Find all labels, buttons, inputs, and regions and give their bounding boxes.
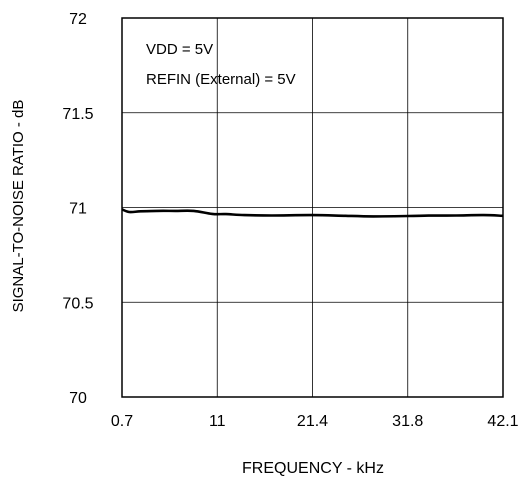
x-axis-title: FREQUENCY - kHz xyxy=(242,460,384,477)
y-tick-label: 70.5 xyxy=(62,295,93,312)
y-axis-title: SIGNAL-TO-NOISE RATIO - dB xyxy=(10,100,27,313)
x-tick-label: 0.7 xyxy=(111,413,133,430)
snr-series-line xyxy=(121,208,504,218)
x-tick-label: 31.8 xyxy=(392,413,423,430)
x-tick-label: 42.1 xyxy=(487,413,518,430)
y-tick-label: 72 xyxy=(69,11,87,28)
plot-frame xyxy=(121,17,504,398)
series-layer xyxy=(121,208,504,218)
grid xyxy=(122,18,503,397)
y-tick-label: 70 xyxy=(69,390,87,407)
annotation-refin: REFIN (External) = 5V xyxy=(146,71,296,88)
y-tick-label: 71.5 xyxy=(62,106,93,123)
y-tick-label: 71 xyxy=(69,201,87,218)
x-tick-label: 21.4 xyxy=(297,413,328,430)
y-tick-labels: 72 71.5 71 70.5 70 xyxy=(62,11,93,407)
annotation-vdd: VDD = 5V xyxy=(146,41,213,58)
x-tick-labels: 0.7 11 21.4 31.8 42.1 xyxy=(111,413,519,430)
x-tick-label: 11 xyxy=(209,413,226,430)
